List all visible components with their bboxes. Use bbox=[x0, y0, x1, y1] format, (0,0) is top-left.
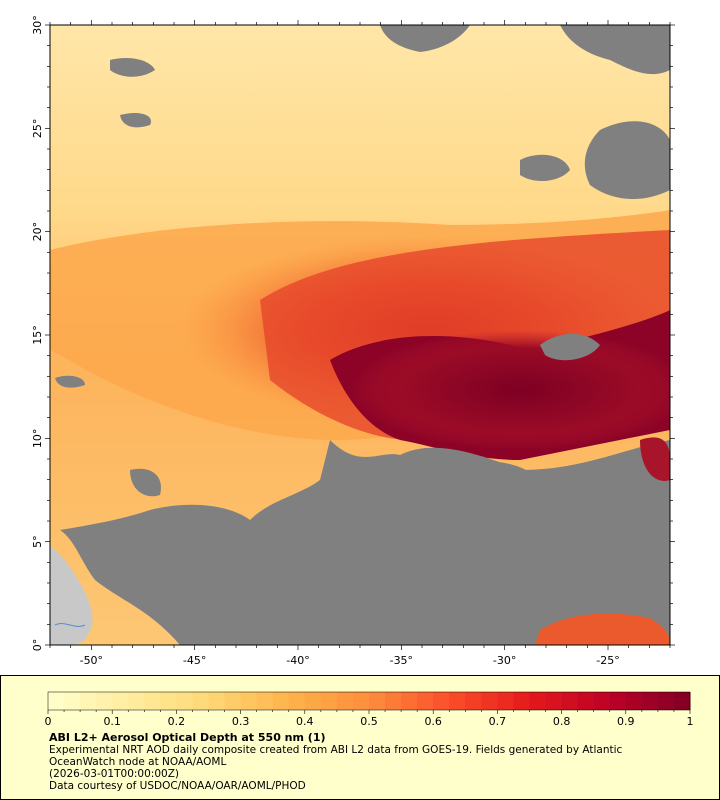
colorbar-ticks: 0 0.1 0.2 0.3 0.4 0.5 0.6 0.7 0.8 0.9 1 bbox=[45, 710, 694, 728]
colorbar-cell bbox=[417, 692, 434, 710]
map-figure: -50° -45° -40° -35° -30° -25° 0° 5° 10° 15° 20° 25… bbox=[31, 15, 675, 667]
colorbar-cell bbox=[160, 692, 177, 710]
colorbar-cell bbox=[64, 692, 81, 710]
latitude-axis: 0° 5° 10° 15° 20° 25° 30° bbox=[31, 15, 675, 651]
lat-tick-label: 20° bbox=[31, 222, 44, 242]
colorbar-cells bbox=[48, 692, 691, 710]
colorbar-cell bbox=[369, 692, 386, 710]
no-data-east-2 bbox=[520, 154, 570, 182]
lat-tick-label: 0° bbox=[31, 639, 44, 652]
aod-core-glow bbox=[350, 330, 670, 450]
lat-tick-label: 10° bbox=[31, 429, 44, 449]
no-data-northwest-2 bbox=[120, 113, 151, 128]
no-data-east-gap bbox=[540, 333, 600, 361]
colorbar-cell bbox=[561, 692, 579, 710]
lat-tick-label: 30° bbox=[31, 15, 44, 35]
colorbar-cell bbox=[144, 692, 161, 710]
lon-tick-label: -50° bbox=[80, 654, 103, 667]
lon-tick-label: -45° bbox=[183, 654, 206, 667]
colorbar-cell bbox=[272, 692, 290, 710]
colorbar-tick-label: 0.8 bbox=[553, 715, 571, 728]
colorbar-cell bbox=[385, 692, 402, 710]
colorbar-cell bbox=[192, 692, 209, 710]
colorbar-cell bbox=[288, 692, 306, 710]
colorbar-cell bbox=[112, 692, 129, 710]
colorbar-tick-label: 0.3 bbox=[232, 715, 250, 728]
colorbar-cell bbox=[529, 692, 547, 710]
colorbar-tick-label: 0.6 bbox=[424, 715, 442, 728]
colorbar-cell bbox=[545, 692, 563, 710]
caption-line-1: Experimental NRT AOD daily composite cre… bbox=[49, 744, 623, 756]
colorbar-tick-label: 0.9 bbox=[617, 715, 635, 728]
colorbar-cell bbox=[609, 692, 627, 710]
caption-line-3: (2026-03-01T00:00:00Z) bbox=[49, 768, 179, 780]
colorbar-tick-label: 0.7 bbox=[489, 715, 507, 728]
colorbar-cell bbox=[593, 692, 611, 710]
land-south-america bbox=[50, 545, 93, 645]
colorbar-cell bbox=[96, 692, 113, 710]
colorbar-cell bbox=[625, 692, 643, 710]
colorbar-tick-label: 0 bbox=[45, 715, 52, 728]
map-title: ABI L2+ Aerosol Optical Depth at 550 nm … bbox=[49, 731, 326, 744]
colorbar-cell bbox=[641, 692, 659, 710]
lon-tick-label: -40° bbox=[286, 654, 309, 667]
no-data-northwest-1 bbox=[110, 58, 155, 77]
lon-tick-label: -35° bbox=[390, 654, 413, 667]
colorbar-cell bbox=[481, 692, 498, 710]
caption-line-4: Data courtesy of USDOC/NOAA/OAR/AOML/PHO… bbox=[49, 780, 306, 792]
colorbar-cell bbox=[657, 692, 675, 710]
colorbar-cell bbox=[497, 692, 514, 710]
colorbar-cell bbox=[48, 692, 65, 710]
colorbar-cell bbox=[176, 692, 193, 710]
map-caption: ABI L2+ Aerosol Optical Depth at 550 nm … bbox=[49, 731, 689, 793]
no-data-west-1 bbox=[130, 468, 161, 497]
longitude-axis: -50° -45° -40° -35° -30° -25° bbox=[49, 20, 671, 667]
caption-line-2: OceanWatch node at NOAA/AOML bbox=[49, 756, 227, 768]
colorbar-cell bbox=[433, 692, 450, 710]
colorbar-cell bbox=[208, 692, 226, 710]
lat-tick-label: 5° bbox=[31, 535, 44, 548]
lat-tick-label: 15° bbox=[31, 325, 44, 345]
no-data-south-middle bbox=[440, 461, 540, 497]
colorbar-cell bbox=[577, 692, 595, 710]
lon-tick-label: -25° bbox=[596, 654, 619, 667]
colorbar-cell bbox=[336, 692, 354, 710]
no-data-east-1 bbox=[584, 121, 670, 200]
lon-tick-label: -30° bbox=[493, 654, 516, 667]
colorbar-cell bbox=[224, 692, 242, 710]
colorbar-cell bbox=[240, 692, 258, 710]
colorbar-cell bbox=[320, 692, 338, 710]
no-data-northeast-2 bbox=[560, 25, 670, 75]
colorbar-tick-label: 0.1 bbox=[103, 715, 121, 728]
lat-tick-label: 25° bbox=[31, 119, 44, 139]
colorbar-cell bbox=[352, 692, 370, 710]
colorbar-cell bbox=[449, 692, 466, 710]
aod-high-patch-east bbox=[640, 437, 670, 481]
no-data-northeast-1 bbox=[380, 25, 470, 52]
colorbar-cell bbox=[128, 692, 145, 710]
colorbar-cell bbox=[80, 692, 97, 710]
colorbar-tick-label: 0.5 bbox=[360, 715, 378, 728]
colorbar-tick-label: 1 bbox=[687, 715, 694, 728]
no-data-west-2 bbox=[55, 375, 85, 388]
colorbar-cell bbox=[673, 692, 691, 710]
colorbar-cell bbox=[465, 692, 482, 710]
colorbar-cell bbox=[256, 692, 274, 710]
river bbox=[54, 623, 86, 627]
aod-high-patch-southeast bbox=[535, 613, 670, 645]
colorbar: 0 0.1 0.2 0.3 0.4 0.5 0.6 0.7 0.8 0.9 1 bbox=[45, 691, 694, 728]
colorbar-cell bbox=[513, 692, 530, 710]
colorbar-tick-label: 0.4 bbox=[296, 715, 314, 728]
colorbar-tick-label: 0.2 bbox=[168, 715, 186, 728]
colorbar-cell bbox=[401, 692, 418, 710]
legend-panel: 0 0.1 0.2 0.3 0.4 0.5 0.6 0.7 0.8 0.9 1 ABI L2+ Ae… bbox=[0, 675, 720, 800]
aod-field bbox=[50, 25, 670, 645]
colorbar-cell bbox=[304, 692, 322, 710]
